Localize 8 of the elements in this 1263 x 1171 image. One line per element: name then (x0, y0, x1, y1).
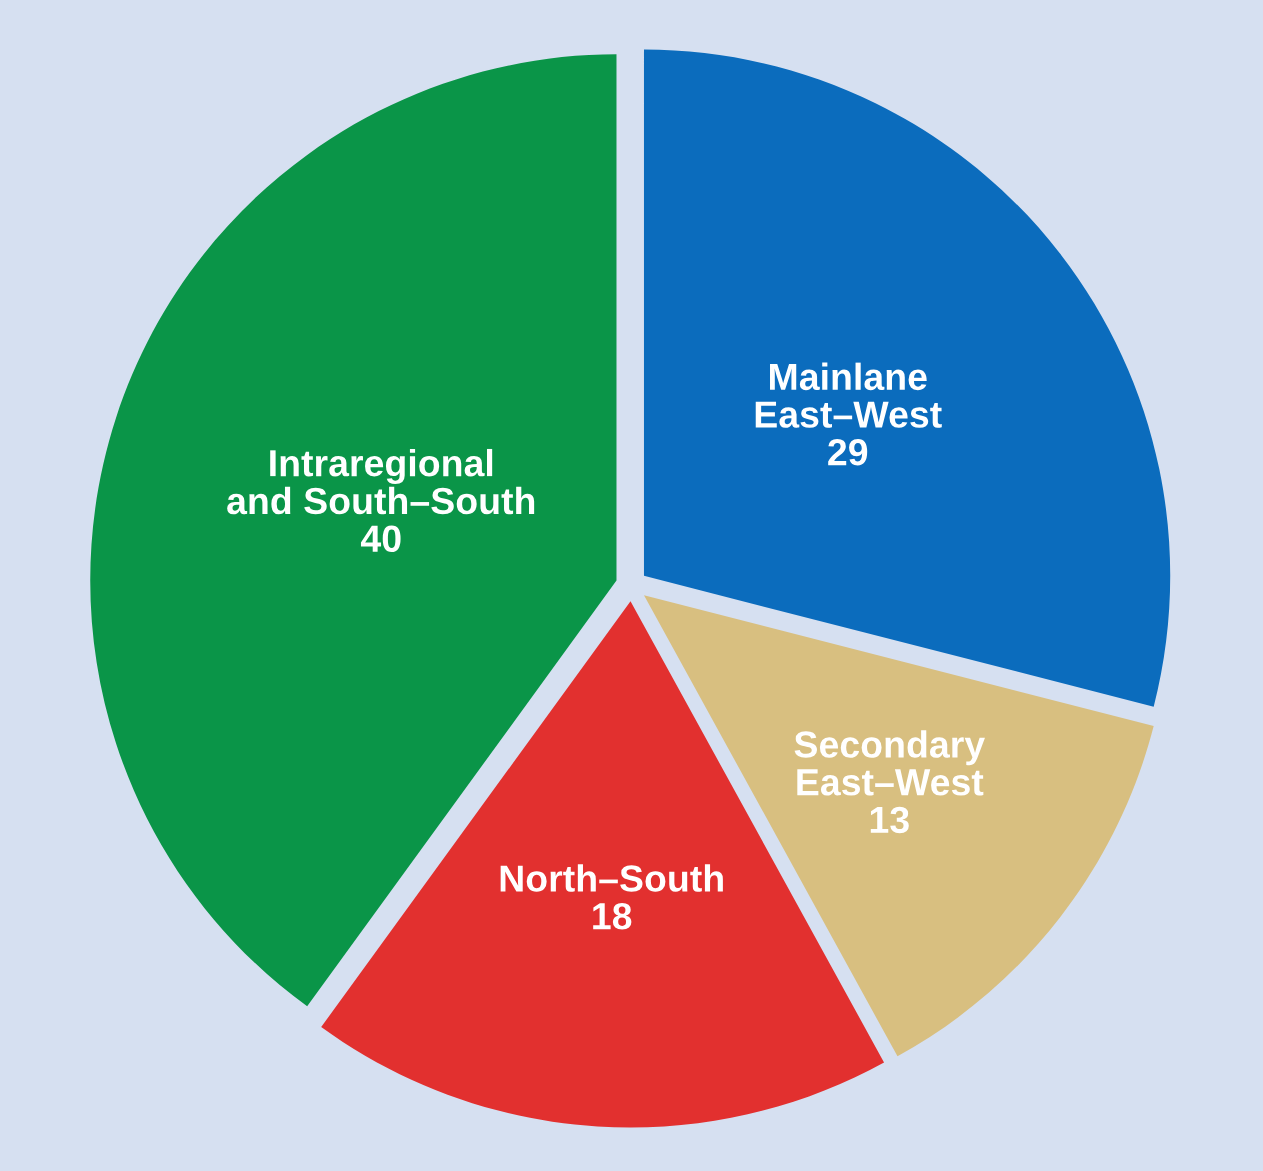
slice-label: Mainlane East–West (755, 362, 942, 428)
data-label: 13 (870, 806, 909, 834)
slice-label: Intraregional and South–South (227, 448, 535, 515)
data-label: 40 (360, 525, 401, 553)
data-label: 29 (828, 438, 868, 466)
slice-label: Secondary East–West (794, 730, 985, 796)
slice-label: North–South (500, 864, 723, 892)
data-label: 18 (593, 902, 632, 930)
